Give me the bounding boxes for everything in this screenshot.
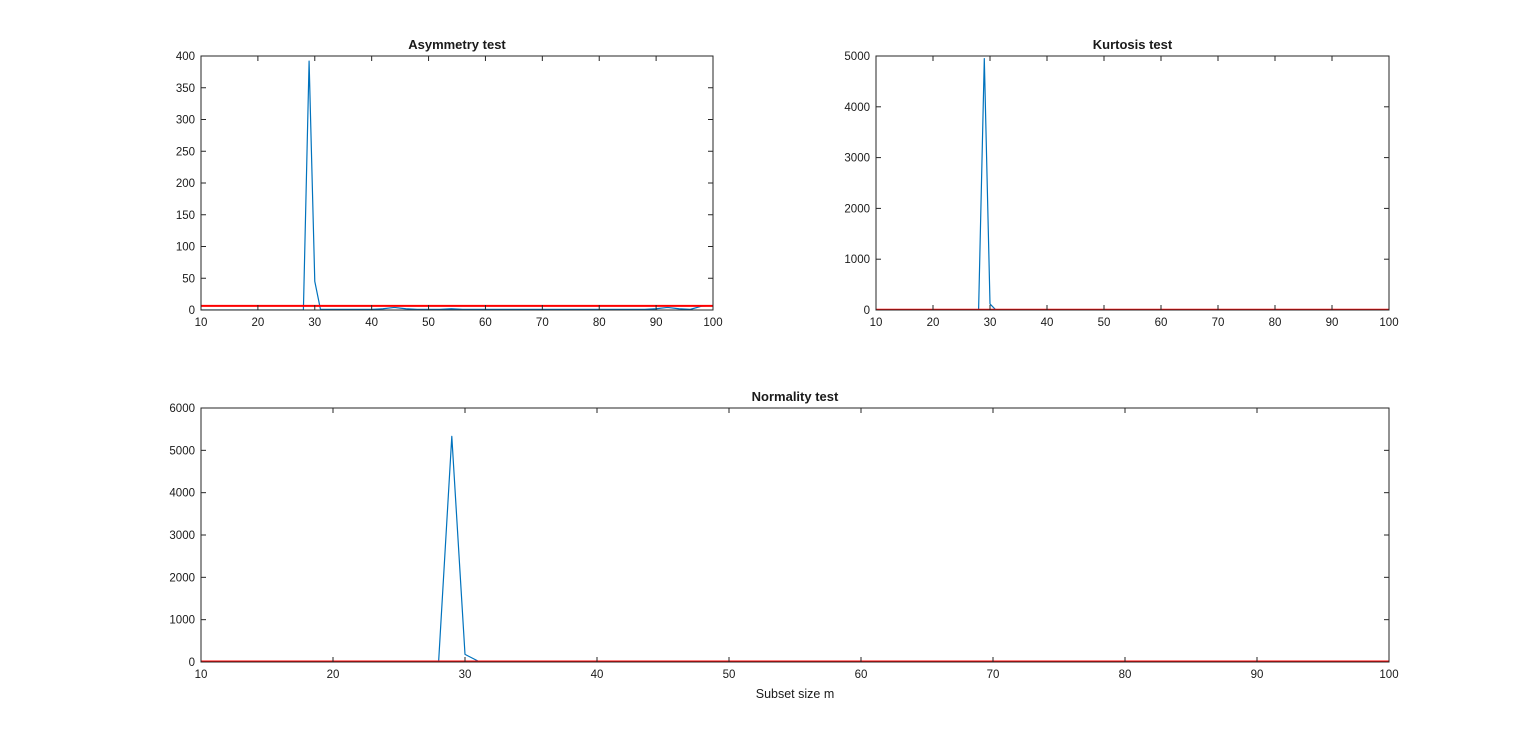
asymmetry-y-tick-label: 200: [176, 178, 195, 190]
asymmetry-y-tick-label: 50: [182, 273, 195, 285]
normality-y-tick-label: 4000: [169, 488, 195, 500]
normality-y-tick-label: 5000: [169, 445, 195, 457]
kurtosis-x-tick-label: 30: [984, 317, 997, 329]
normality-x-tick-label: 60: [855, 669, 868, 681]
asymmetry-y-tick-label: 100: [176, 242, 195, 254]
asymmetry-x-tick-label: 40: [365, 317, 378, 329]
asymmetry-series-line: [201, 60, 713, 310]
asymmetry-x-tick-label: 90: [650, 317, 663, 329]
normality-x-tick-label: 70: [987, 669, 1000, 681]
asymmetry-y-tick-label: 150: [176, 210, 195, 222]
normality-x-axis-label: Subset size m: [756, 687, 835, 701]
asymmetry-x-tick-label: 100: [703, 317, 722, 329]
asymmetry-title: Asymmetry test: [408, 37, 506, 52]
normality-x-tick-label: 100: [1379, 669, 1398, 681]
kurtosis-y-tick-label: 3000: [844, 153, 870, 165]
asymmetry-panel: 10 20 30 40 50 60 70 80 90 100 0 50 100 150 200 250 300 3…: [176, 37, 723, 329]
asymmetry-x-tick-label: 20: [251, 317, 264, 329]
asymmetry-x-tick-label: 80: [593, 317, 606, 329]
normality-y-tick-label: 0: [189, 657, 195, 669]
kurtosis-x-tick-label: 100: [1379, 317, 1398, 329]
normality-x-tick-label: 30: [459, 669, 472, 681]
normality-y-tick-label: 3000: [169, 530, 195, 542]
asymmetry-y-tick-label: 400: [176, 51, 195, 63]
normality-x-tick-label: 80: [1119, 669, 1132, 681]
asymmetry-x-tick-label: 30: [308, 317, 321, 329]
kurtosis-title: Kurtosis test: [1093, 37, 1173, 52]
kurtosis-panel: 10 20 30 40 50 60 70 80 90 1000100020003000400050…: [844, 37, 1398, 329]
asymmetry-y-tick-label: 0: [189, 305, 195, 317]
normality-y-tick-label: 1000: [169, 615, 195, 627]
kurtosis-axes-frame: [875, 55, 1390, 311]
kurtosis-x-tick-label: 60: [1155, 317, 1168, 329]
asymmetry-y-tick-label: 350: [176, 83, 195, 95]
normality-y-tick-label: 6000: [169, 403, 195, 415]
kurtosis-x-tick-label: 80: [1269, 317, 1282, 329]
kurtosis-y-tick-label: 0: [864, 305, 870, 317]
kurtosis-y-tick-label: 1000: [844, 254, 870, 266]
asymmetry-x-tick-label: 10: [195, 317, 208, 329]
normality-x-tick-label: 50: [723, 669, 736, 681]
kurtosis-x-tick-label: 40: [1041, 317, 1054, 329]
normality-x-tick-label: 40: [591, 669, 604, 681]
normality-panel: 10 20 30 40 50 60 70 80 90 1000100020003000400050…: [169, 389, 1398, 701]
kurtosis-y-tick-label: 5000: [844, 51, 870, 63]
kurtosis-x-tick-label: 50: [1098, 317, 1111, 329]
normality-title: Normality test: [752, 389, 839, 404]
kurtosis-x-tick-label: 10: [870, 317, 883, 329]
normality-y-tick-label: 2000: [169, 572, 195, 584]
asymmetry-x-tick-label: 60: [479, 317, 492, 329]
kurtosis-x-tick-label: 20: [927, 317, 940, 329]
kurtosis-x-tick-label: 90: [1326, 317, 1339, 329]
kurtosis-y-tick-label: 4000: [844, 102, 870, 114]
asymmetry-x-tick-label: 70: [536, 317, 549, 329]
normality-x-tick-label: 90: [1251, 669, 1264, 681]
normality-x-tick-label: 10: [195, 669, 208, 681]
normality-x-tick-label: 20: [327, 669, 340, 681]
asymmetry-y-tick-label: 250: [176, 146, 195, 158]
asymmetry-x-tick-label: 50: [422, 317, 435, 329]
kurtosis-x-tick-label: 70: [1212, 317, 1225, 329]
kurtosis-y-tick-label: 2000: [844, 203, 870, 215]
asymmetry-y-tick-label: 300: [176, 115, 195, 127]
